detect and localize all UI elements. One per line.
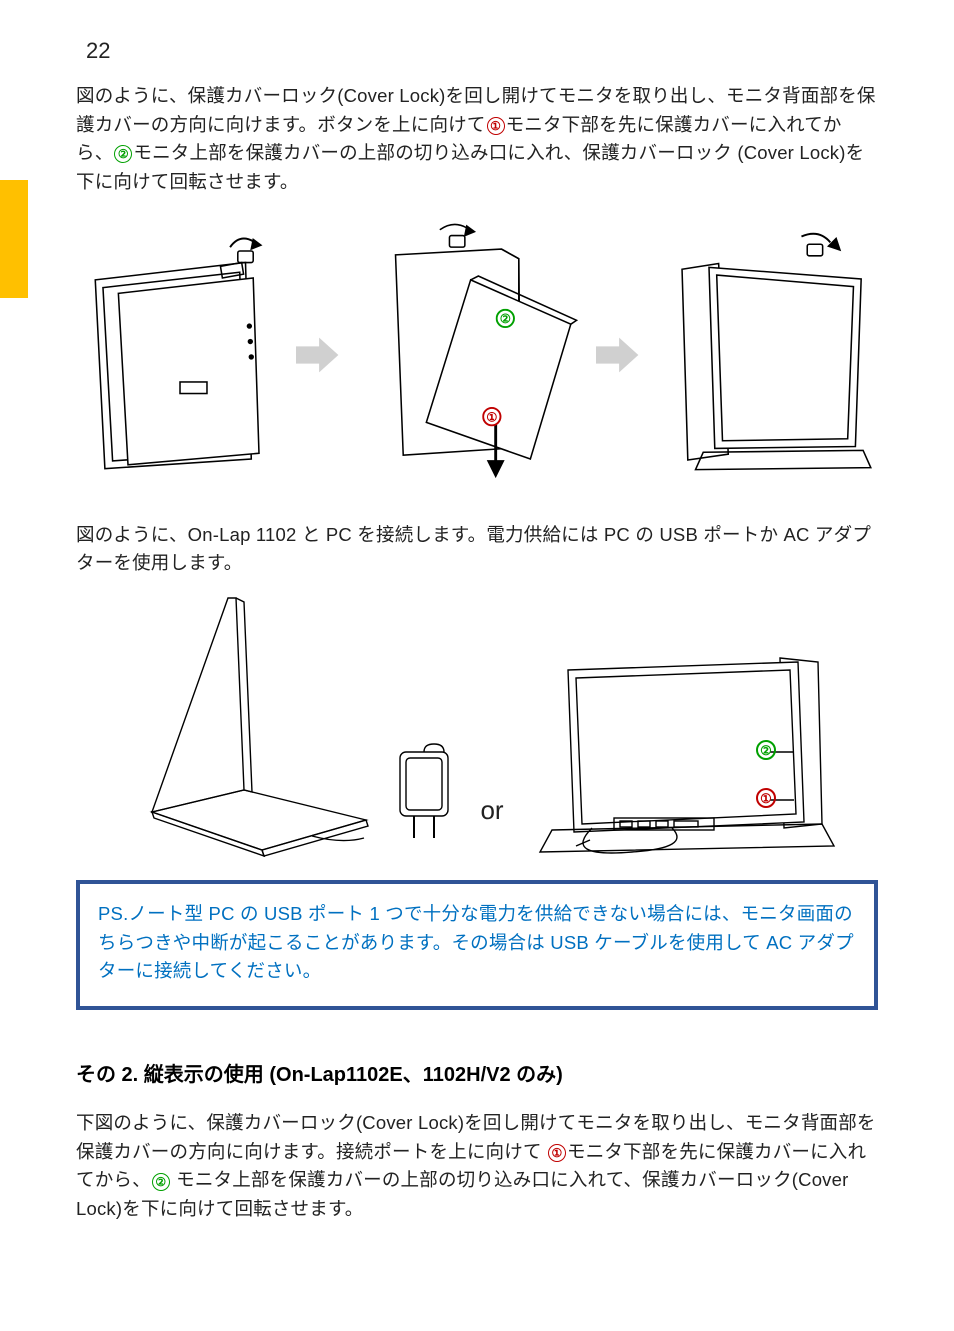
diagram-step2: ① ②: [357, 215, 579, 495]
circled-1-icon: ①: [482, 407, 501, 426]
laptop-icon: [112, 592, 372, 862]
note-text: PS.ノート型 PC の USB ポート 1 つで十分な電力を供給できない場合に…: [98, 900, 856, 986]
circled-2-icon: ②: [114, 145, 132, 163]
p3-seg-c: モニタ上部を保護カバーの上部の切り込み口に入れて、保護カバーロック(Cover …: [76, 1169, 848, 1219]
arrow-right-icon: [596, 337, 638, 373]
or-label: or: [480, 795, 503, 826]
note-box: PS.ノート型 PC の USB ポート 1 つで十分な電力を供給できない場合に…: [76, 880, 878, 1010]
ac-adapter-icon: [386, 742, 462, 862]
diagram-connection: or: [76, 592, 878, 862]
circled-2-icon: ②: [152, 1173, 170, 1191]
paragraph-1: 図のように、保護カバーロック(Cover Lock)を回し開けてモニタを取り出し…: [76, 82, 878, 197]
circled-2-icon: ②: [756, 740, 776, 760]
paragraph-2: 図のように、On-Lap 1102 と PC を接続します。電力供給には PC …: [76, 521, 878, 578]
circled-1-icon: ①: [548, 1144, 566, 1162]
arrow-right-icon: [296, 337, 338, 373]
monitor-ports-icon: ① ②: [522, 652, 842, 862]
circled-2-icon: ②: [495, 308, 514, 327]
circled-1-icon: ①: [487, 117, 505, 135]
paragraph-3: 下図のように、保護カバーロック(Cover Lock)を回し開けてモニタを取り出…: [76, 1109, 878, 1224]
page-number: 22: [86, 38, 878, 64]
diagram-step3: [657, 220, 879, 490]
p1-seg-c: モニタ上部を保護カバーの上部の切り込み口に入れ、保護カバーロック (Cover …: [76, 142, 864, 192]
heading-paren: (On-Lap1102E、1102H/V2 のみ): [269, 1064, 562, 1086]
page-content: 22 図のように、保護カバーロック(Cover Lock)を回し開けてモニタを取…: [0, 0, 954, 1292]
diagram-cover-insert: ① ②: [76, 215, 878, 495]
circled-1-icon: ①: [756, 788, 776, 808]
section-heading: その 2. 縦表示の使用 (On-Lap1102E、1102H/V2 のみ): [76, 1058, 878, 1087]
heading-prefix: その 2. 縦表示の使用: [76, 1064, 269, 1086]
diagram-step1: [76, 225, 278, 485]
